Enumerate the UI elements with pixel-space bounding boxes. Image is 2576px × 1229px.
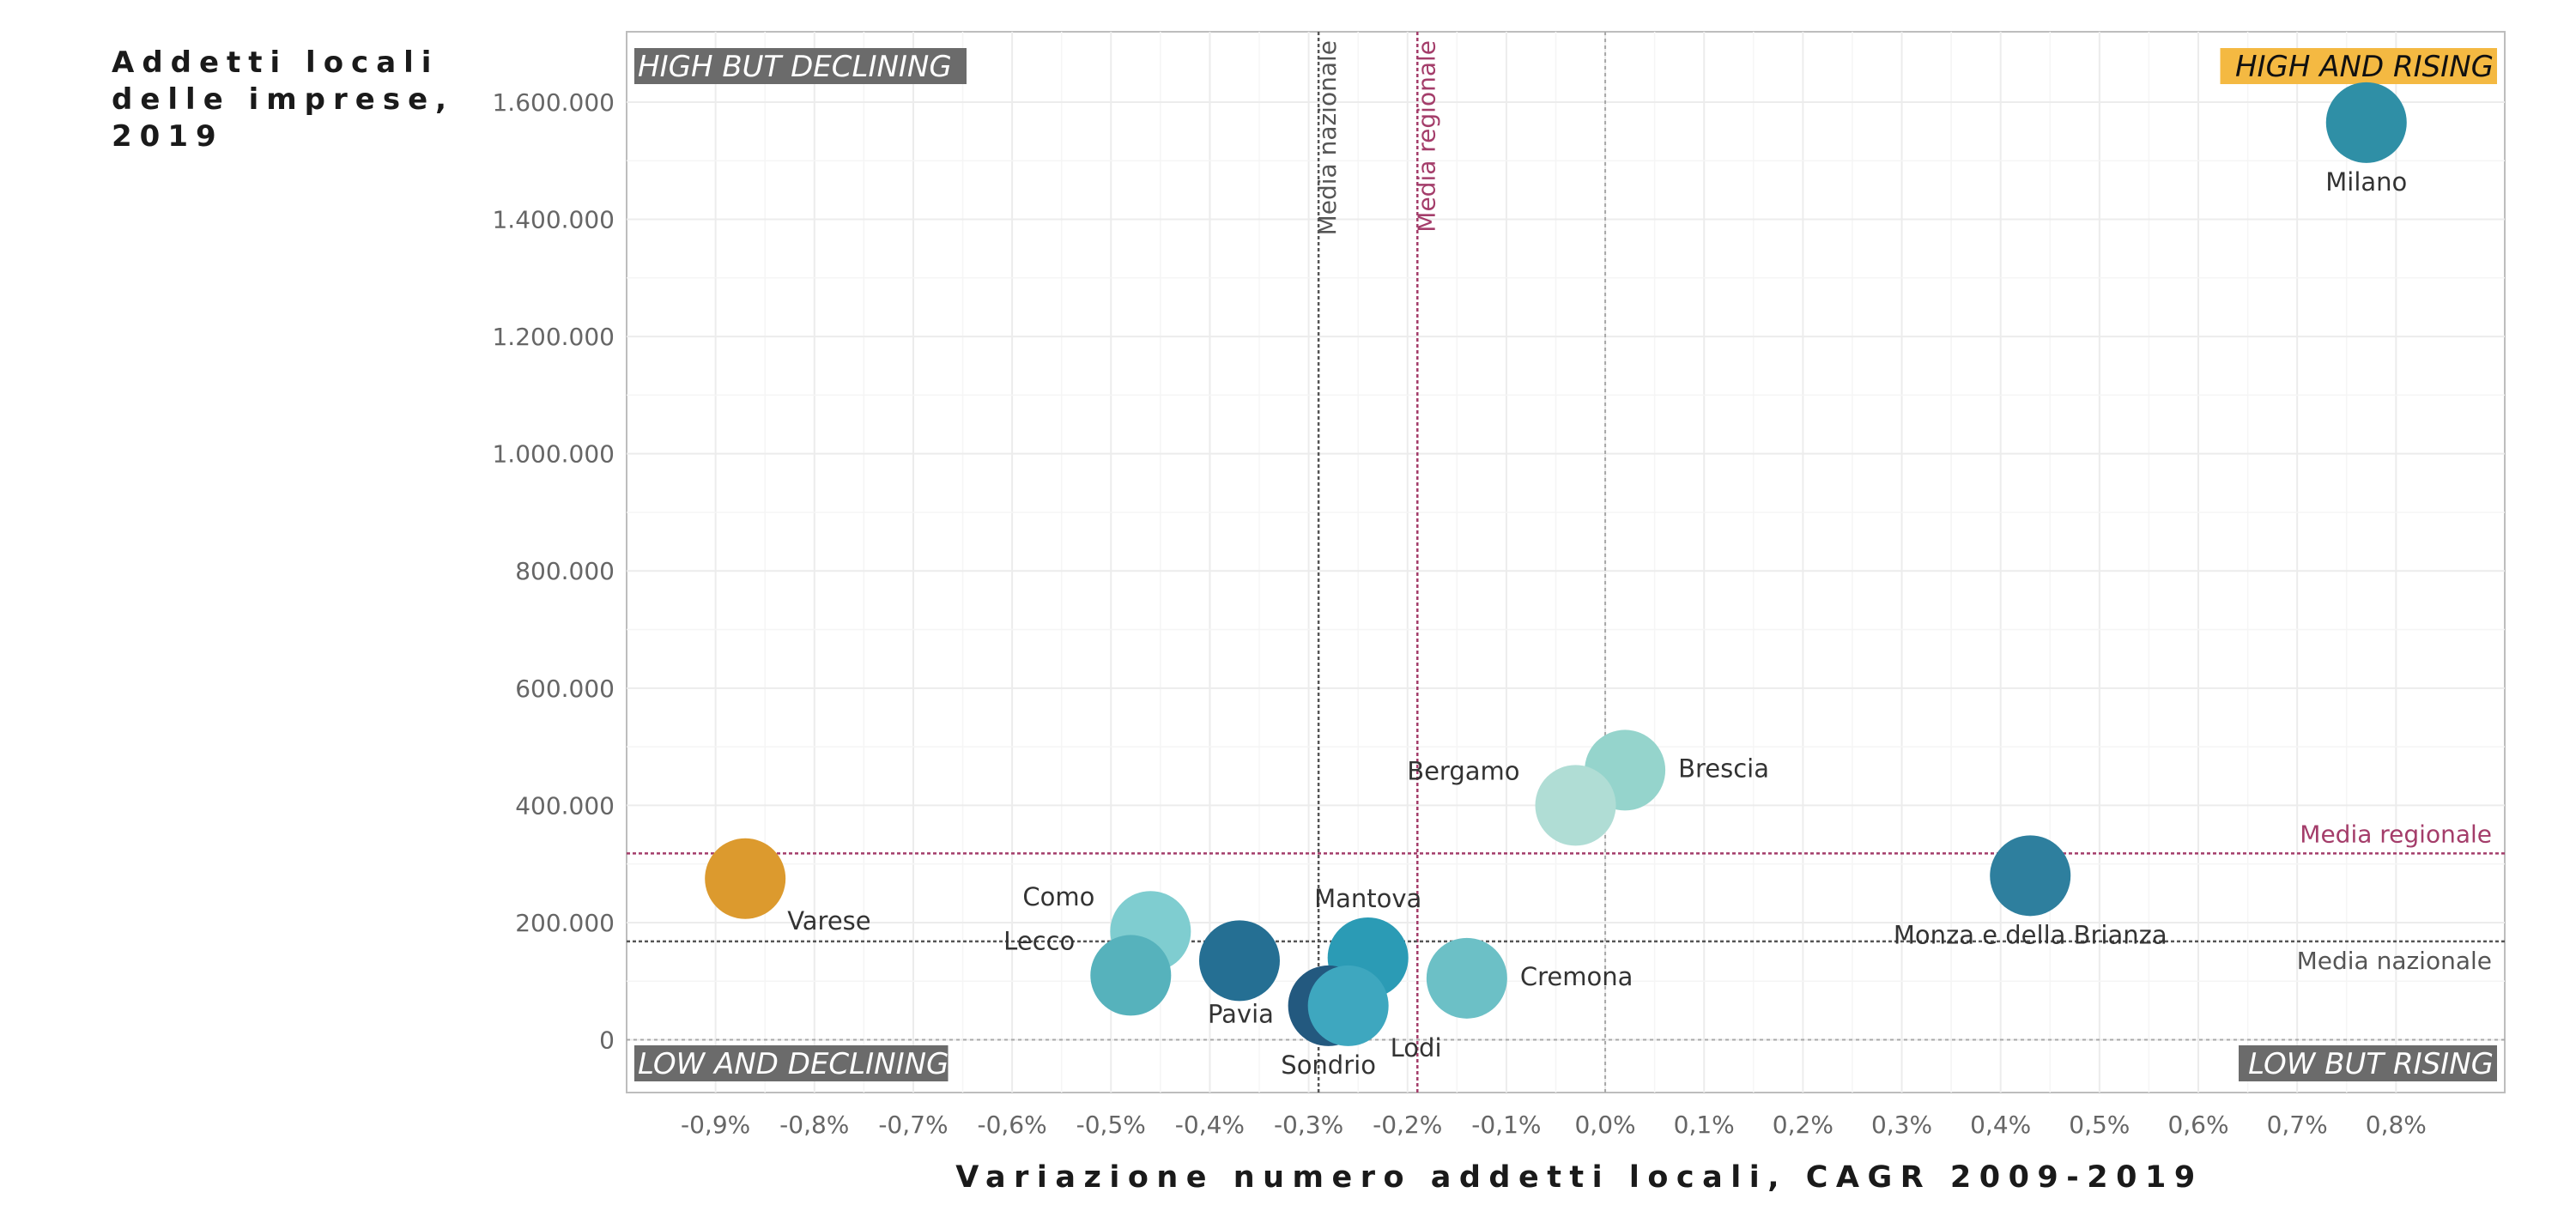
x-tick-label: 0,2% (1773, 1111, 1834, 1139)
y-tick-label: 600.000 (515, 675, 615, 703)
media-nazionale-hlabel: Media nazionale (2297, 947, 2492, 975)
x-tick-label: -0,3% (1274, 1111, 1343, 1139)
quadrant-low-but-rising-text: LOW BUT RISING (2248, 1047, 2494, 1081)
y-tick-label: 1.600.000 (492, 88, 615, 117)
quadrant-low-but-rising-bg (2239, 1045, 2497, 1081)
y-tick-label: 200.000 (515, 909, 615, 937)
x-tick-label: -0,8% (779, 1111, 849, 1139)
x-tick-label: -0,4% (1175, 1111, 1245, 1139)
x-tick-label: 0,1% (1674, 1111, 1735, 1139)
x-tick-label: -0,1% (1471, 1111, 1541, 1139)
media-regionale-hlabel: Media regionale (2300, 820, 2492, 848)
x-axis-title-wrap: Variazione numero addetti locali, CAGR 2… (0, 1160, 2489, 1195)
point-monza-e-della-brianza (1990, 835, 2071, 917)
quadrant-high-but-declining-text: HIGH BUT DECLINING (638, 50, 952, 84)
quadrant-high-and-rising: HIGH AND RISING (2220, 48, 2497, 84)
point-label: Monza e della Brianza (1894, 920, 2167, 949)
media-regionale-vlabel: Media regionale (1412, 40, 1440, 233)
point-label: Bergamo (1407, 756, 1519, 785)
x-tick-label: 0,5% (2069, 1111, 2130, 1139)
x-tick-label: 0,6% (2167, 1111, 2228, 1139)
y-tick-label: 1.400.000 (492, 206, 615, 234)
point-milano (2325, 82, 2407, 163)
y-tick-label: 800.000 (515, 557, 615, 585)
point-label: Pavia (1208, 999, 1274, 1028)
y-tick-label: 400.000 (515, 791, 615, 820)
media-nazionale-vlabel: Media nazionale (1313, 40, 1342, 235)
point-lecco (1090, 935, 1172, 1016)
y-axis-title: Addetti locali delle imprese, 2019 (112, 45, 455, 154)
x-tick-label: -0,9% (681, 1111, 750, 1139)
point-cremona (1426, 937, 1507, 1019)
quadrant-high-and-rising-text: HIGH AND RISING (2235, 50, 2494, 84)
x-tick-label: -0,5% (1076, 1111, 1146, 1139)
point-label: Sondrio (1281, 1050, 1376, 1080)
point-label: Brescia (1678, 754, 1769, 783)
x-tick-label: 0,3% (1871, 1111, 1932, 1139)
point-label: Cremona (1520, 962, 1633, 991)
quadrant-low-but-rising: LOW BUT RISING (2239, 1045, 2497, 1081)
point-label: Lecco (1003, 926, 1075, 955)
y-tick-label: 0 (599, 1026, 615, 1055)
point-label: Varese (787, 906, 870, 935)
point-label: Lodi (1391, 1033, 1442, 1063)
plot-area (626, 31, 2506, 1093)
x-tick-label: 0,8% (2366, 1111, 2427, 1139)
quadrant-low-and-declining-bg (634, 1045, 949, 1081)
quadrant-low-and-declining-text: LOW AND DECLINING (638, 1047, 949, 1081)
quadrant-high-but-declining-bg (634, 48, 967, 84)
point-label: Milano (2325, 167, 2407, 197)
point-pavia (1198, 920, 1280, 1002)
quadrant-high-but-declining: HIGH BUT DECLINING (634, 48, 967, 84)
x-tick-label: -0,7% (878, 1111, 948, 1139)
point-varese (705, 838, 786, 919)
y-tick-label: 1.000.000 (492, 440, 615, 469)
x-tick-label: 0,0% (1574, 1111, 1635, 1139)
y-tick-label: 1.200.000 (492, 323, 615, 351)
point-label: Mantova (1314, 884, 1421, 913)
point-bergamo (1535, 765, 1616, 846)
x-tick-label: 0,7% (2267, 1111, 2328, 1139)
point-lodi (1307, 965, 1389, 1046)
x-axis-title: Variazione numero addetti locali, CAGR 2… (955, 1160, 2203, 1195)
x-tick-label: -0,6% (977, 1111, 1046, 1139)
x-tick-label: -0,2% (1373, 1111, 1442, 1139)
quadrant-high-and-rising-bg (2220, 48, 2497, 84)
quadrant-low-and-declining: LOW AND DECLINING (634, 1045, 949, 1081)
x-tick-label: 0,4% (1970, 1111, 2031, 1139)
point-label: Como (1022, 882, 1094, 911)
